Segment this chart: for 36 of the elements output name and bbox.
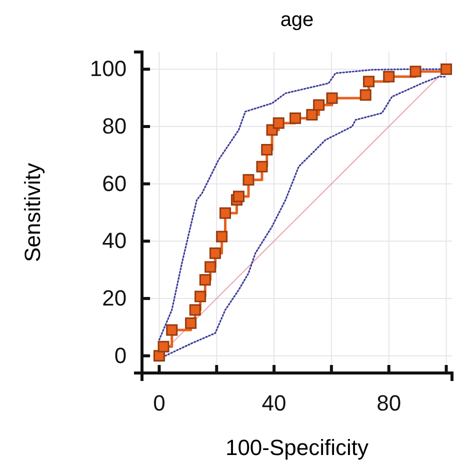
y-tick-label: 60	[102, 170, 127, 196]
point	[158, 340, 170, 352]
point	[360, 89, 372, 101]
point	[199, 274, 211, 286]
y-tick-label: 0	[114, 342, 127, 368]
point	[242, 174, 254, 186]
y-tick-label: 100	[90, 56, 127, 82]
point	[189, 304, 201, 316]
point	[290, 112, 302, 124]
point	[272, 117, 284, 129]
point	[232, 190, 244, 202]
x-tick-label: 0	[153, 390, 166, 416]
point	[219, 207, 231, 219]
point	[166, 324, 178, 336]
chart-title: age	[280, 9, 314, 31]
y-tick-label: 40	[102, 228, 127, 254]
point	[410, 66, 422, 78]
point	[185, 317, 197, 329]
y-tick-label: 80	[102, 114, 127, 139]
point	[261, 144, 273, 156]
x-tick-label: 40	[262, 390, 286, 416]
point	[383, 70, 395, 82]
x-tick-label: 80	[376, 390, 402, 416]
y-tick-label: 20	[102, 286, 127, 311]
point	[256, 160, 268, 172]
point	[209, 247, 221, 259]
point	[326, 92, 338, 104]
x-axis-title: 100-Specificity	[225, 435, 369, 460]
point	[363, 76, 375, 88]
point	[216, 230, 228, 242]
point	[440, 63, 452, 75]
point	[194, 290, 206, 302]
point	[313, 99, 325, 111]
point	[306, 109, 318, 121]
point	[204, 261, 216, 273]
y-axis-title: Sensitivity	[20, 162, 45, 262]
